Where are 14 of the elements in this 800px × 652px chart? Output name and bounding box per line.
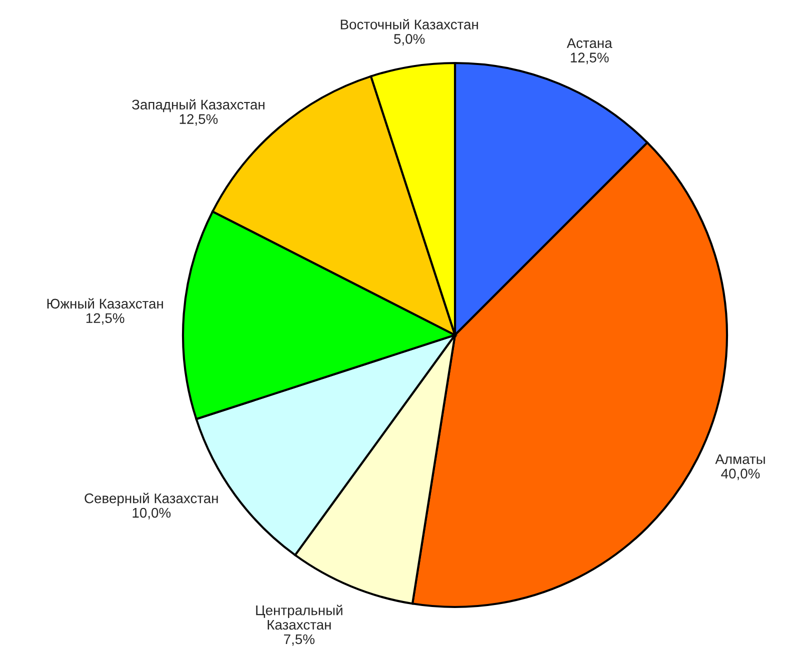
slice-label: Центральный Казахстан [256,604,342,630]
slice-label: Южный Казахстан [47,298,163,309]
data-label: 12,5% [180,114,218,126]
data-label: 10,0% [132,508,171,520]
slice-label: Алматы [715,454,765,464]
slice-label: Северный Казахстан [84,492,218,506]
data-label: 12,5% [86,313,124,325]
data-label: 12,5% [570,52,609,64]
slice-label: Восточный Казахстан [340,18,478,30]
data-label: 7,5% [284,634,314,646]
data-label: 40,0% [721,468,760,480]
slice-label: Западный Казахстан [132,99,264,112]
data-label: 5,0% [394,34,425,46]
slice-label: Астана [566,38,612,48]
